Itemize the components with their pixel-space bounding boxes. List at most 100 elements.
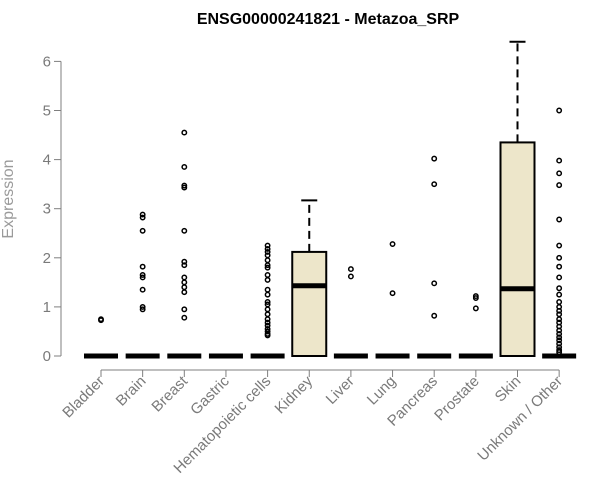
outlier-point: [556, 349, 563, 356]
box-iqr: [291, 250, 328, 358]
box-skin: [499, 40, 536, 357]
outlier-point: [556, 299, 563, 305]
outlier-point: [264, 322, 271, 329]
outlier-point: [139, 214, 146, 221]
outlier-point: [264, 299, 271, 305]
outlier-point: [264, 252, 271, 259]
outlier-point: [389, 290, 396, 297]
outlier-point: [181, 289, 188, 296]
box-liver: [333, 266, 368, 359]
outlier-point: [556, 170, 563, 177]
outlier-point: [264, 319, 271, 326]
outlier-point: [556, 330, 563, 337]
outlier-point: [181, 314, 188, 321]
outlier-point: [264, 276, 271, 283]
outlier-point: [556, 285, 563, 292]
outlier-point: [431, 280, 438, 287]
y-tick-label: 6: [43, 53, 51, 70]
outlier-point: [264, 248, 271, 255]
y-tick-label: 2: [43, 250, 51, 267]
outlier-point: [264, 316, 271, 323]
outlier-point: [264, 264, 271, 271]
chart-title: ENSG00000241821 - Metazoa_SRP: [197, 11, 460, 28]
box-kidney: [291, 199, 328, 358]
outlier-point: [556, 263, 563, 270]
outlier-point: [389, 241, 396, 248]
outlier-point: [139, 211, 146, 218]
x-tick-label: Kidney: [272, 372, 317, 417]
box-unknown-other: [542, 107, 577, 359]
outlier-point: [556, 307, 563, 314]
y-axis: 0 1 2 3 4 5 6: [43, 53, 62, 365]
box-hematopoietic-cells: [250, 242, 285, 359]
x-tick-label: Liver: [323, 373, 358, 408]
outlier-point: [556, 182, 563, 189]
outlier-point: [181, 284, 188, 291]
box-breast: [167, 129, 202, 359]
outlier-point: [139, 306, 146, 313]
outlier-point: [264, 246, 271, 252]
outlier-point: [556, 327, 563, 334]
x-tick-label: Skin: [492, 373, 525, 406]
outlier-point: [264, 306, 271, 313]
outlier-point: [347, 266, 354, 273]
outlier-point: [347, 273, 354, 280]
outlier-point: [139, 227, 146, 234]
box-pancreas: [417, 155, 452, 359]
y-tick-label: 1: [43, 299, 51, 316]
x-tick-label: Lung: [364, 373, 400, 409]
outlier-point: [264, 332, 271, 339]
outlier-point: [264, 286, 271, 293]
outlier-point: [98, 317, 104, 324]
y-tick-label: 0: [43, 348, 51, 365]
outlier-point: [431, 181, 438, 188]
x-tick-label: Breast: [148, 372, 191, 415]
outlier-point: [556, 337, 563, 344]
outlier-point: [181, 274, 188, 281]
outlier-point: [472, 305, 479, 312]
x-tick-label: Bladder: [59, 373, 108, 422]
outlier-point: [139, 286, 146, 293]
x-tick-label: Prostate: [431, 373, 483, 425]
y-axis-label: Expression: [0, 159, 17, 238]
outlier-point: [556, 254, 563, 261]
outlier-point: [139, 303, 146, 310]
box-iqr: [499, 141, 536, 357]
outlier-point: [556, 316, 563, 323]
y-tick-label: 4: [43, 152, 51, 169]
boxes-group: [84, 40, 577, 359]
outlier-point: [181, 184, 188, 191]
outlier-point: [264, 242, 271, 249]
outlier-point: [139, 274, 146, 281]
outlier-point: [472, 295, 479, 302]
outlier-point: [556, 274, 563, 281]
outlier-point: [264, 311, 271, 318]
outlier-point: [181, 164, 188, 170]
x-tick-label: Brain: [113, 373, 150, 410]
outlier-point: [139, 263, 146, 270]
outlier-point: [431, 155, 438, 162]
box-bladder: [84, 316, 118, 359]
outlier-point: [556, 340, 563, 347]
outlier-point: [556, 157, 563, 164]
outlier-point: [181, 258, 188, 265]
outlier-point: [556, 311, 563, 318]
outlier-point: [556, 242, 563, 249]
outlier-point: [556, 107, 563, 114]
outlier-point: [556, 291, 563, 298]
outlier-point: [264, 291, 271, 298]
box-prostate: [458, 293, 493, 359]
box-lung: [375, 241, 410, 359]
outlier-point: [139, 272, 146, 278]
outlier-point: [181, 279, 188, 286]
outlier-point: [181, 227, 188, 234]
box-brain: [125, 211, 160, 359]
outlier-point: [431, 312, 438, 319]
y-tick-label: 5: [43, 103, 51, 120]
y-tick-label: 3: [43, 201, 51, 218]
outlier-point: [264, 272, 271, 278]
outlier-point: [181, 129, 188, 136]
outlier-point: [264, 262, 271, 269]
